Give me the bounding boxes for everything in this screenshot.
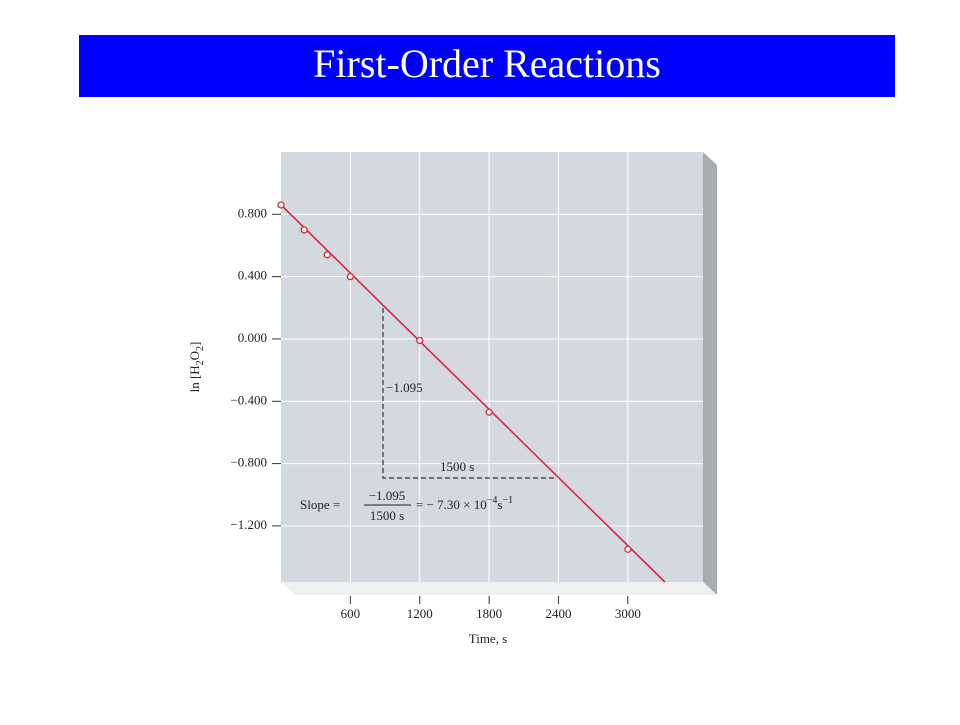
slope-unit-exp: −1 [502, 495, 513, 506]
x-axis-label: Time, s [469, 631, 508, 646]
y-label-part: ln [H [187, 365, 202, 392]
plot-area [281, 152, 703, 582]
y-tick-label: 0.800 [238, 205, 267, 220]
slope-unit: s [497, 497, 502, 512]
trendline [280, 204, 666, 583]
data-point [346, 272, 355, 281]
slope-triangle [382, 308, 556, 479]
title: First-Order Reactions [313, 41, 661, 86]
x-tick-label: 1800 [476, 606, 502, 621]
rise-label: −1.095 [386, 380, 423, 395]
y-tick-label: −1.200 [230, 517, 267, 532]
data-point [485, 408, 493, 416]
slope-exp: −4 [487, 495, 498, 506]
data-point [277, 201, 285, 209]
x-tick-label: 600 [341, 606, 361, 621]
slope-result: = − 7.30 × 10−4s−1 [416, 495, 513, 512]
plot-edge [281, 582, 717, 595]
slope-numerator: −1.095 [369, 488, 406, 503]
y-label-part: 2 [195, 346, 206, 351]
slope-result-text: = − 7.30 × 10 [416, 497, 487, 512]
data-point [323, 251, 331, 259]
title-bar [79, 35, 895, 97]
y-label-part: ] [187, 342, 202, 346]
y-tick-label: 0.400 [238, 268, 267, 283]
y-tick-label: −0.800 [230, 455, 267, 470]
x-tick-label: 2400 [545, 606, 571, 621]
run-label: 1500 s [440, 459, 474, 474]
data-point [300, 226, 308, 234]
y-tick-label: −0.400 [230, 392, 267, 407]
y-tick-label: 0.000 [238, 330, 267, 345]
y-axis-label: ln [H2O2] [187, 342, 206, 393]
slope-denominator: 1500 s [370, 508, 404, 523]
slope-label: Slope = [300, 497, 340, 512]
plot-edge [703, 152, 717, 595]
y-label-part: 2 [195, 360, 206, 365]
y-label-part: O [187, 351, 202, 360]
data-point [416, 336, 424, 345]
grid [281, 152, 703, 582]
data-point [624, 545, 632, 553]
x-tick-label: 3000 [615, 606, 641, 621]
x-tick-label: 1200 [407, 606, 433, 621]
